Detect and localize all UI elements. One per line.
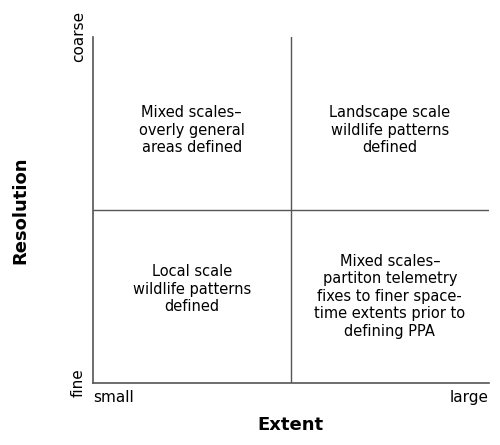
- Text: Local scale
wildlife patterns
defined: Local scale wildlife patterns defined: [132, 264, 251, 314]
- Y-axis label: Resolution: Resolution: [11, 156, 29, 263]
- Text: Landscape scale
wildlife patterns
defined: Landscape scale wildlife patterns define…: [330, 105, 450, 155]
- Text: Mixed scales–
partiton telemetry
fixes to finer space-
time extents prior to
def: Mixed scales– partiton telemetry fixes t…: [314, 254, 466, 339]
- Text: Mixed scales–
overly general
areas defined: Mixed scales– overly general areas defin…: [139, 105, 244, 155]
- X-axis label: Extent: Extent: [258, 416, 324, 434]
